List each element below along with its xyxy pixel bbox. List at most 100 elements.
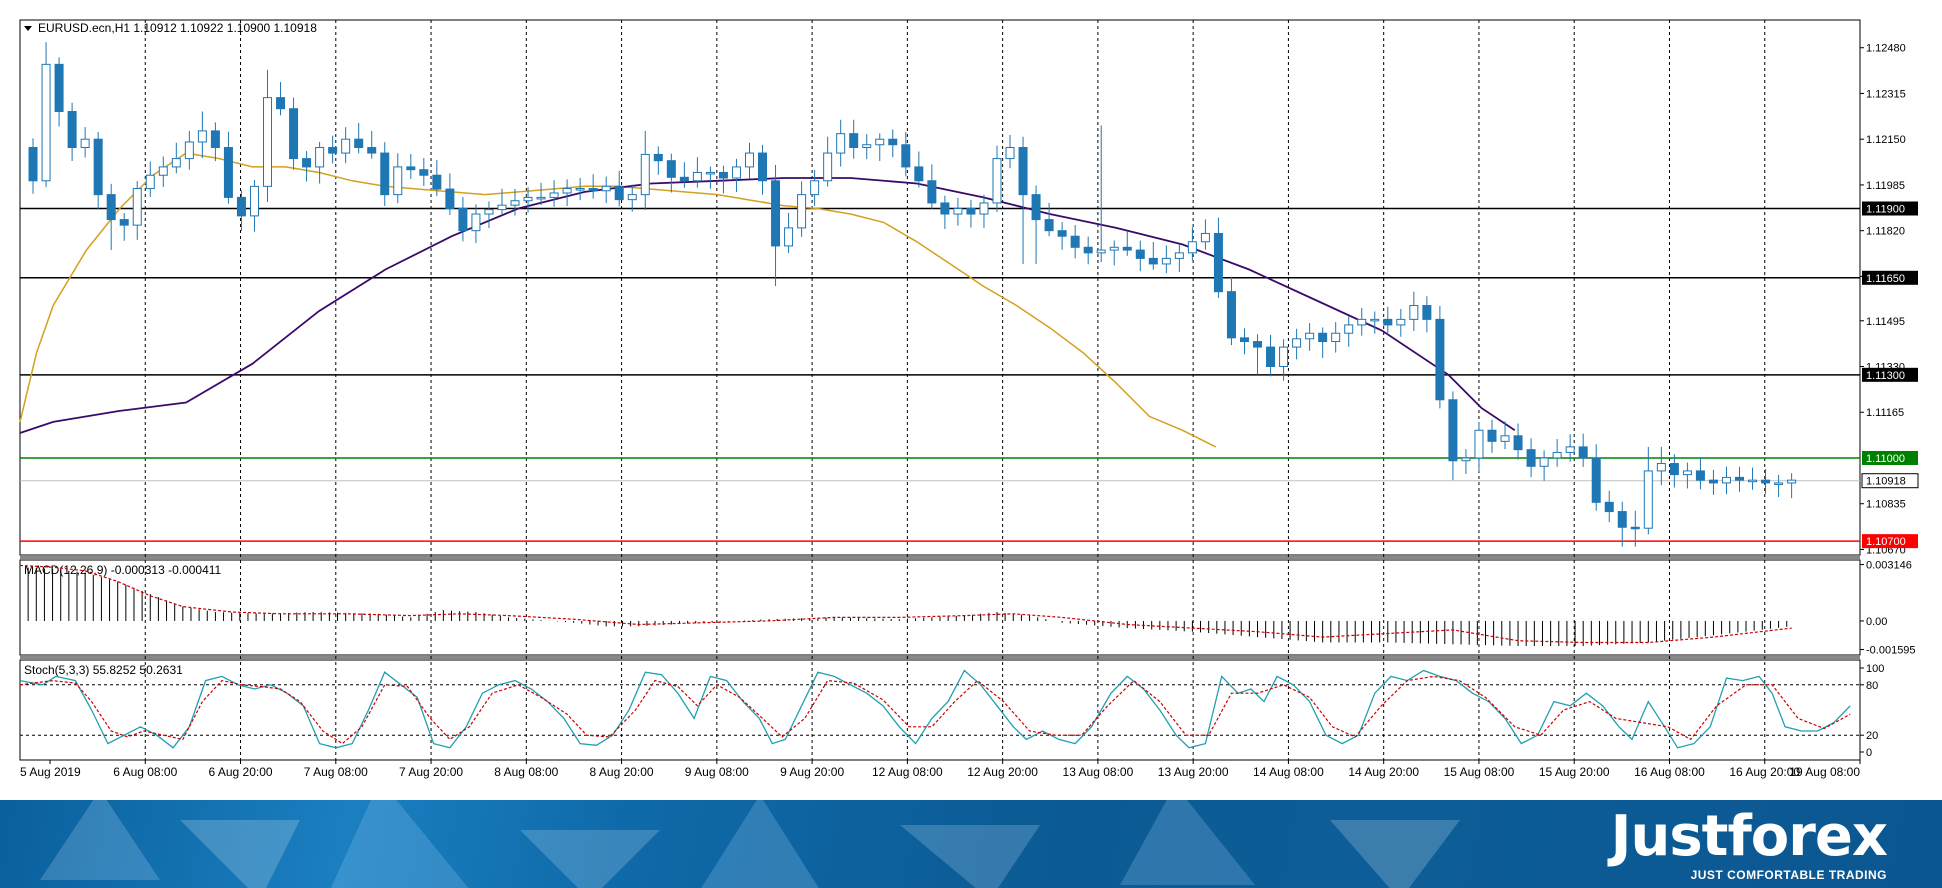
panel-separator xyxy=(20,556,1860,559)
level-tag-label: 1.11650 xyxy=(1866,273,1905,285)
candle-body xyxy=(1239,337,1249,343)
candle-body xyxy=(1187,241,1197,254)
time-axis-label: 13 Aug 08:00 xyxy=(1063,765,1134,779)
candle-body xyxy=(263,97,273,187)
candle-body xyxy=(927,180,937,204)
candle-body xyxy=(28,147,38,182)
candle-body xyxy=(276,97,286,110)
candle-body xyxy=(601,185,611,192)
candle-body xyxy=(1005,147,1015,160)
chart-menu-icon xyxy=(24,26,32,31)
stoch-axis-label: 20 xyxy=(1866,730,1878,742)
candle-body xyxy=(614,185,624,201)
candle-body xyxy=(1344,324,1354,334)
level-tag xyxy=(1862,450,1918,465)
stoch-axis-label: 100 xyxy=(1866,663,1884,675)
current-price-tag xyxy=(1861,473,1919,489)
candle-body xyxy=(1448,399,1458,462)
candle-body xyxy=(1656,463,1666,472)
candle-body xyxy=(875,138,885,146)
candle-body xyxy=(119,219,129,226)
candle-body xyxy=(497,204,507,211)
price-axis-label: 1.11985 xyxy=(1866,180,1905,192)
candle-body xyxy=(1318,332,1328,343)
candle-body xyxy=(1630,526,1640,530)
price-axis-label: 1.11820 xyxy=(1866,226,1905,238)
candle-body xyxy=(1578,446,1588,459)
candle-body xyxy=(1565,446,1575,453)
candle-body xyxy=(1422,305,1432,320)
decor-shape xyxy=(900,825,1040,888)
candle-body xyxy=(1761,479,1771,484)
candle-body xyxy=(328,147,338,154)
decor-shape xyxy=(330,800,470,888)
candle-body xyxy=(940,202,950,215)
chart-symbol-info: EURUSD.ecn,H1 1.10912 1.10922 1.10900 1.… xyxy=(38,21,317,35)
candle-body xyxy=(1174,252,1184,259)
candle-body xyxy=(1461,457,1471,462)
level-tag xyxy=(1862,270,1918,285)
candle-body xyxy=(367,147,377,154)
candle-body xyxy=(862,144,872,149)
candle-body xyxy=(1357,318,1367,326)
time-axis-label: 6 Aug 20:00 xyxy=(208,765,272,779)
price-chart[interactable]: 5 Aug 2019 6 Aug 08:00 6 Aug 20:00 7 Aug 08… xyxy=(0,0,1942,800)
candles xyxy=(28,42,1797,547)
candle-body xyxy=(536,196,546,200)
candle-body xyxy=(445,188,455,209)
candle-body xyxy=(223,147,233,198)
macd-axis-label: 0.00 xyxy=(1866,616,1887,628)
candle-body xyxy=(1526,449,1536,467)
candle-body xyxy=(562,188,572,194)
candle-body xyxy=(627,194,637,201)
macd-label: MACD(12,26,9) -0.000313 -0.000411 xyxy=(24,563,222,577)
price-axis-label: 1.11165 xyxy=(1866,407,1904,419)
price-axis-label: 1.12480 xyxy=(1866,43,1906,55)
decor-shape xyxy=(700,800,820,888)
price-axis-label: 1.11495 xyxy=(1866,316,1905,328)
decor-shape xyxy=(1330,820,1460,888)
candle-body xyxy=(54,63,64,112)
candle-body xyxy=(197,130,207,143)
main-panel-frame xyxy=(19,19,1861,556)
candle-body xyxy=(692,171,702,182)
candle-body xyxy=(1721,476,1731,484)
time-axis-label: 9 Aug 08:00 xyxy=(685,765,749,779)
candle-body xyxy=(1735,476,1745,481)
candle-body xyxy=(1708,479,1718,484)
candle-body xyxy=(302,158,312,168)
decor-shape xyxy=(1120,800,1255,885)
candle-body xyxy=(1435,318,1445,401)
candle-body xyxy=(705,171,715,175)
decor-shape xyxy=(180,820,300,888)
candle-body xyxy=(93,138,103,196)
stoch-main-line xyxy=(19,669,1851,749)
candle-body xyxy=(810,180,820,196)
candle-body xyxy=(184,141,194,160)
candle-body xyxy=(1266,346,1276,368)
candle-body xyxy=(1109,246,1119,251)
brand-logo-text: Justforex xyxy=(1610,804,1888,869)
candle-body xyxy=(1096,249,1106,254)
candle-body xyxy=(901,144,911,168)
candle-body xyxy=(1200,232,1210,243)
time-axis-label: 8 Aug 08:00 xyxy=(494,765,558,779)
candle-body xyxy=(666,160,676,178)
candle-body xyxy=(458,207,468,232)
chart-area[interactable]: 5 Aug 2019 6 Aug 08:00 6 Aug 20:00 7 Aug 08… xyxy=(0,0,1942,800)
candle-body xyxy=(1031,194,1041,221)
stoch-axis-label: 0 xyxy=(1866,747,1872,759)
candle-body xyxy=(1161,257,1171,265)
candle-body xyxy=(1748,479,1758,483)
candle-body xyxy=(484,209,494,215)
candle-body xyxy=(171,158,181,168)
candle-body xyxy=(966,207,976,215)
macd-panel-frame xyxy=(19,559,1861,656)
candle-body xyxy=(784,227,794,247)
candle-body xyxy=(1383,318,1393,326)
level-tag-label: 1.11000 xyxy=(1866,453,1905,465)
candle-body xyxy=(823,152,833,182)
macd-axis-label: 0.003146 xyxy=(1866,560,1912,572)
candle-body xyxy=(315,147,325,168)
level-tag xyxy=(1862,534,1918,549)
